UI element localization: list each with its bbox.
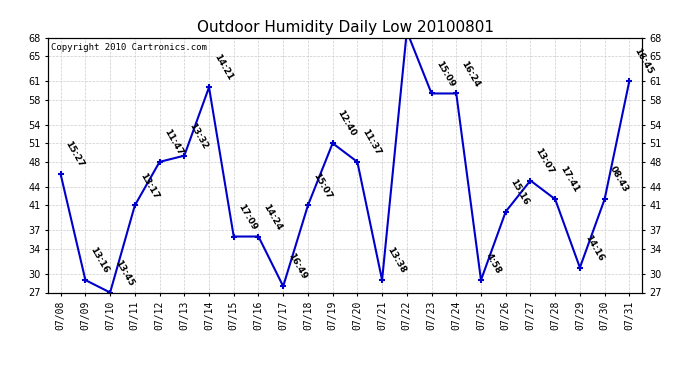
Text: 12:40: 12:40	[335, 109, 357, 138]
Text: 4:58: 4:58	[484, 251, 503, 275]
Title: Outdoor Humidity Daily Low 20100801: Outdoor Humidity Daily Low 20100801	[197, 20, 493, 35]
Text: 17:41: 17:41	[558, 165, 580, 194]
Text: 13:38: 13:38	[385, 246, 407, 275]
Text: 08:43: 08:43	[608, 165, 630, 194]
Text: 17:09: 17:09	[237, 202, 259, 231]
Text: 13:16: 13:16	[88, 246, 110, 275]
Text: 15:27: 15:27	[63, 140, 86, 170]
Text: 16:45: 16:45	[632, 46, 655, 76]
Text: 16:49: 16:49	[286, 252, 308, 281]
Text: 13:17: 13:17	[138, 171, 160, 201]
Text: 16:24: 16:24	[460, 59, 482, 88]
Text: 15:16: 15:16	[509, 177, 531, 207]
Text: 11:37: 11:37	[360, 128, 382, 157]
Text: 13:07: 13:07	[533, 146, 555, 176]
Text: 14:21: 14:21	[212, 53, 234, 82]
Text: Copyright 2010 Cartronics.com: Copyright 2010 Cartronics.com	[51, 43, 207, 52]
Text: 11:47: 11:47	[163, 128, 185, 157]
Text: 15:07: 15:07	[311, 171, 333, 201]
Text: 15:09: 15:09	[435, 59, 457, 88]
Text: 00:00: 00:00	[0, 374, 1, 375]
Text: 14:16: 14:16	[583, 233, 605, 262]
Text: 13:32: 13:32	[187, 122, 209, 151]
Text: 14:24: 14:24	[262, 202, 284, 231]
Text: 13:45: 13:45	[113, 258, 135, 288]
